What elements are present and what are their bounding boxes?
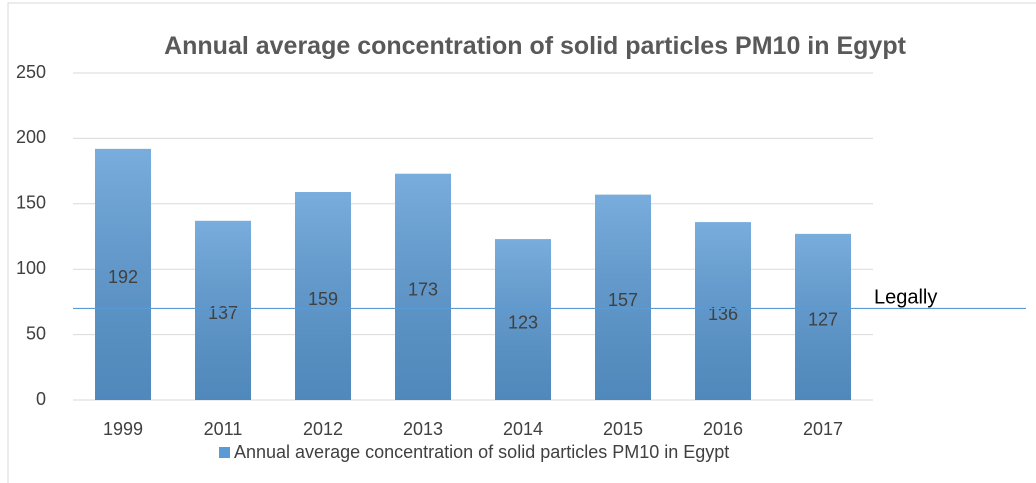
x-tick-label: 1999: [103, 419, 143, 439]
data-label: 137: [208, 303, 238, 323]
data-label: 157: [608, 290, 638, 310]
data-label: 123: [508, 312, 538, 332]
data-label: 192: [108, 267, 138, 287]
y-tick-label: 50: [26, 323, 46, 343]
y-tick-label: 150: [16, 193, 46, 213]
chart-title: Annual average concentration of solid pa…: [164, 32, 906, 60]
chart-border: [7, 2, 1036, 483]
x-tick-label: 2012: [303, 419, 343, 439]
x-tick-label: 2017: [803, 419, 843, 439]
legend-swatch: [219, 447, 230, 458]
y-tick-label: 100: [16, 258, 46, 278]
x-tick-label: 2013: [403, 419, 443, 439]
y-tick-label: 250: [16, 62, 46, 82]
y-tick-label: 0: [36, 389, 46, 409]
x-tick-label: 2011: [204, 419, 243, 439]
data-label: 127: [808, 310, 838, 330]
x-tick-label: 2015: [603, 419, 643, 439]
reference-label: Legally: [874, 287, 937, 309]
legend-label: Annual average concentration of solid pa…: [234, 442, 729, 462]
data-label: 136: [708, 304, 738, 324]
data-label: 159: [308, 289, 338, 309]
x-tick-label: 2014: [503, 419, 543, 439]
x-tick-label: 2016: [703, 419, 743, 439]
y-tick-label: 200: [16, 127, 46, 147]
data-label: 173: [408, 280, 438, 300]
